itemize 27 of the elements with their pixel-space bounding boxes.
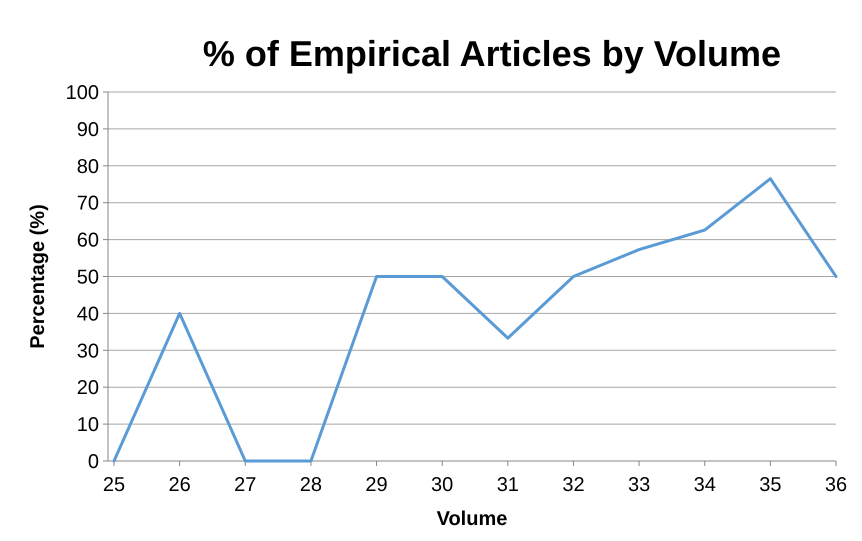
y-tick-label: 80	[76, 156, 99, 178]
y-tick-label: 10	[76, 414, 99, 436]
y-tick-label: 30	[76, 340, 99, 362]
x-tick-label: 34	[694, 474, 716, 496]
x-tick-label: 30	[431, 474, 454, 496]
x-tick-label: 28	[300, 474, 322, 496]
x-tick-label: 26	[168, 474, 191, 496]
y-tick-label: 100	[66, 82, 99, 104]
x-axis-title: Volume	[436, 508, 508, 530]
x-tick-label: 36	[824, 474, 848, 496]
x-tick-label: 35	[759, 474, 782, 496]
line-series	[112, 177, 838, 462]
x-tick-label: 31	[496, 474, 519, 496]
chart-title: % of Empirical Articles by Volume	[202, 33, 782, 74]
y-tick-label: 40	[76, 303, 99, 326]
y-tick-label: 90	[76, 118, 99, 141]
y-tick-label: 70	[76, 192, 99, 215]
x-tick-label: 33	[628, 474, 650, 496]
y-tick-label: 20	[76, 377, 99, 400]
x-tick-label: 29	[365, 474, 388, 496]
x-tick-label: 25	[102, 474, 126, 496]
y-tick-label: 50	[76, 266, 99, 288]
x-tick-label: 27	[234, 474, 256, 496]
y-tick-label: 0	[88, 451, 99, 473]
y-axis-title: Percentage (%)	[27, 204, 49, 349]
x-tick-label: 32	[562, 474, 585, 496]
y-tick-label: 60	[76, 230, 99, 252]
